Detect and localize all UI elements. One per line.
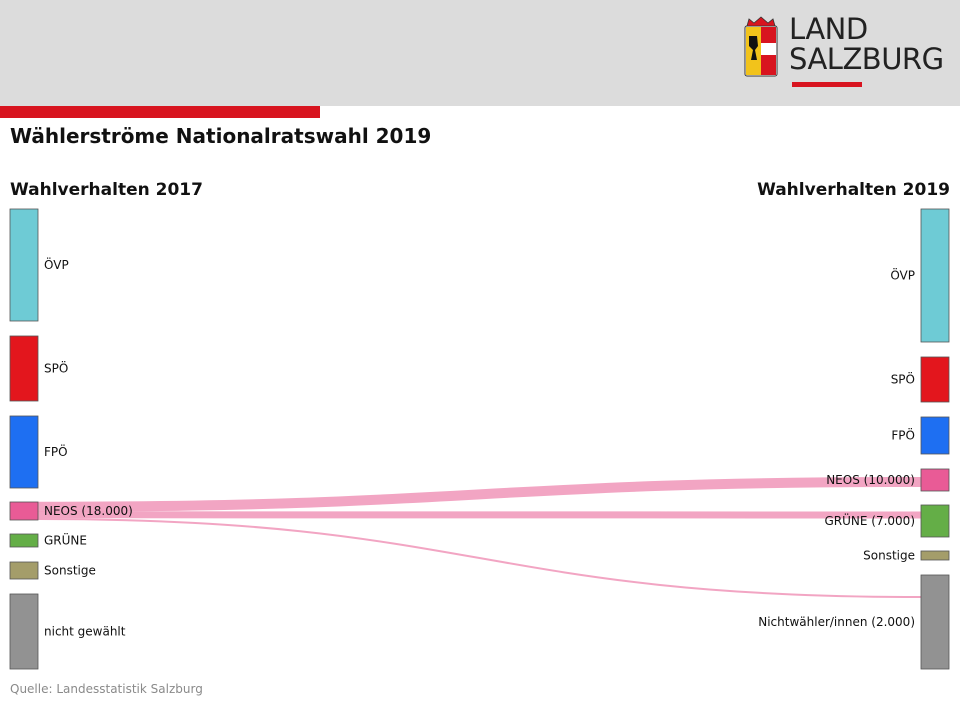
left-node-bar-l-fpoe: [9, 415, 39, 489]
page-title: Wählerströme Nationalratswahl 2019: [10, 124, 432, 148]
right-node-label-r-nicht: Nichtwähler/innen (2.000): [758, 615, 915, 629]
left-node-label-l-sonst: Sonstige: [44, 564, 96, 578]
left-node-label-l-fpoe: FPÖ: [44, 443, 68, 459]
left-node-bar-l-gruene: [9, 533, 39, 548]
flow-l-neos-to-r-nicht: [37, 518, 922, 598]
left-node-bar-l-spoe: [9, 335, 39, 402]
right-node-label-r-neos: NEOS (10.000): [826, 473, 915, 487]
left-node-bar-l-neos: [9, 501, 39, 521]
right-node-label-r-sonst: Sonstige: [863, 549, 915, 563]
land-salzburg-logo: LAND SALZBURG: [743, 14, 948, 90]
header-accent-bar: [0, 106, 320, 118]
logo-line-2: SALZBURG: [789, 42, 944, 76]
right-node-bar-r-gruene: [920, 504, 950, 538]
left-node-bar-l-sonst: [9, 561, 39, 580]
left-column-heading: Wahlverhalten 2017: [10, 180, 203, 200]
left-node-bar-l-oevp: [9, 208, 39, 322]
flow-l-neos-to-r-neos: [37, 477, 922, 512]
left-node-label-l-neos: NEOS (18.000): [44, 504, 133, 518]
right-node-label-r-spoe: SPÖ: [891, 371, 915, 387]
right-node-bar-r-oevp: [920, 208, 950, 343]
right-node-bar-r-nicht: [920, 574, 950, 670]
left-node-label-l-gruene: GRÜNE: [44, 532, 87, 548]
left-node-label-l-spoe: SPÖ: [44, 360, 68, 376]
right-node-bar-r-sonst: [920, 550, 950, 561]
left-node-bar-l-nicht: [9, 593, 39, 670]
right-node-label-r-oevp: ÖVP: [890, 267, 915, 283]
logo-wordmark: LAND SALZBURG: [789, 14, 944, 74]
right-node-label-r-fpoe: FPÖ: [891, 427, 915, 443]
right-node-bar-r-spoe: [920, 356, 950, 403]
flows-group: [37, 477, 922, 598]
logo-underline: [792, 82, 862, 87]
right-column-heading: Wahlverhalten 2019: [757, 180, 950, 200]
left-node-label-l-nicht: nicht gewählt: [44, 625, 126, 639]
source-note: Quelle: Landesstatistik Salzburg: [10, 682, 203, 696]
left-node-label-l-oevp: ÖVP: [44, 256, 69, 272]
logo-line-1: LAND: [789, 12, 868, 46]
right-node-bar-r-neos: [920, 468, 950, 492]
salzburg-crest-icon: [744, 16, 778, 77]
header-band: [0, 0, 960, 106]
right-node-bar-r-fpoe: [920, 416, 950, 455]
right-node-label-r-gruene: GRÜNE (7.000): [824, 512, 915, 528]
